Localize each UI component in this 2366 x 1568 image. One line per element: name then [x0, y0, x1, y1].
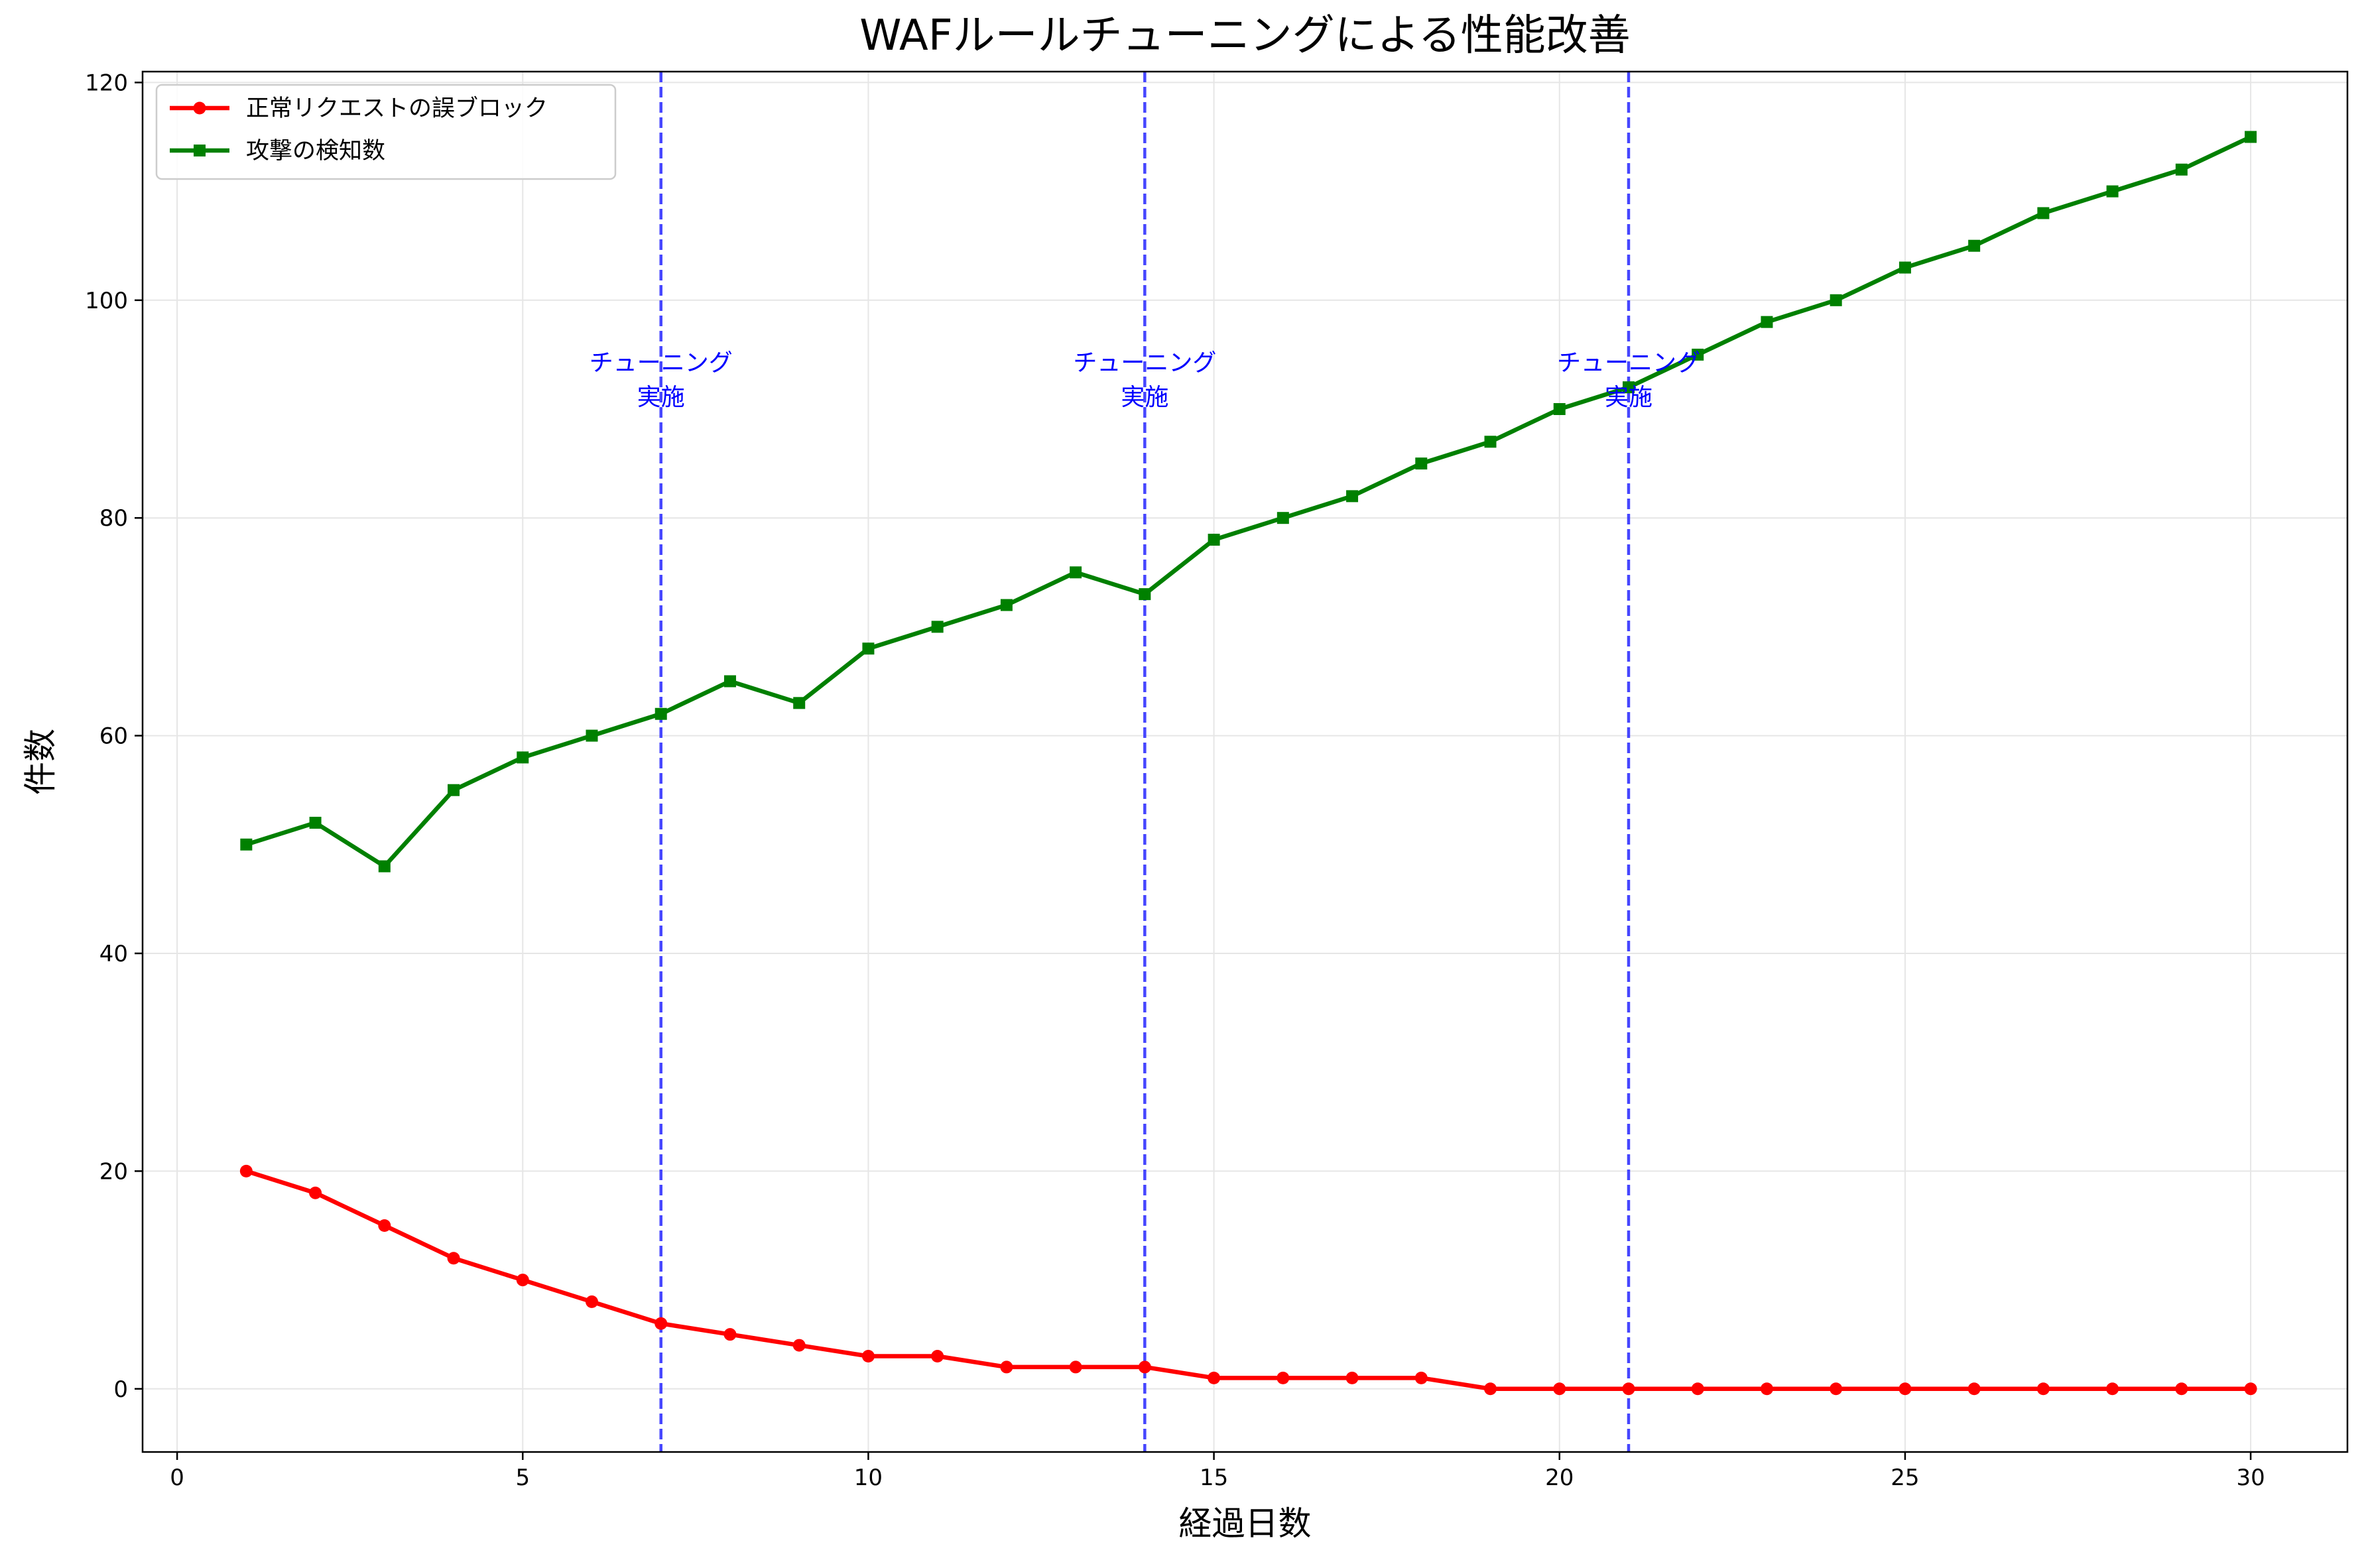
data-point-square [1692, 348, 1704, 361]
tuning-label-line1: チューニング [590, 349, 733, 377]
data-point-circle [586, 1295, 599, 1308]
x-tick-label: 0 [170, 1465, 184, 1491]
data-point-square [309, 816, 322, 829]
data-point-square [1622, 381, 1635, 394]
data-point-square [1830, 294, 1842, 306]
data-point-circle [516, 1274, 529, 1287]
y-tick-label: 0 [113, 1376, 128, 1403]
tuning-label-line2: 実施 [637, 384, 685, 411]
data-point-circle [1208, 1371, 1221, 1384]
y-tick-label: 40 [99, 941, 128, 967]
data-point-circle [792, 1339, 806, 1352]
data-point-circle [378, 1219, 391, 1232]
data-point-square [1899, 261, 1911, 274]
grid [143, 72, 2347, 1452]
legend-marker-square [194, 145, 206, 156]
data-point-square [1553, 403, 1566, 416]
plot-frame [141, 70, 2349, 1453]
series [239, 131, 2257, 1396]
data-point-circle [1691, 1382, 1704, 1396]
axes: 0 5 10 15 20 25 30 0 20 40 60 80 100 120 [85, 70, 2265, 1491]
data-point-square [1276, 512, 1289, 524]
data-point-square [723, 675, 736, 688]
data-point-circle [1553, 1382, 1566, 1396]
x-tick-label: 20 [1545, 1465, 1574, 1491]
legend-marker-circle [193, 101, 206, 115]
data-point-square [862, 642, 875, 655]
data-point-circle [1000, 1360, 1013, 1374]
data-point-square [1484, 436, 1497, 448]
data-point-square [1208, 534, 1220, 546]
x-tick-label: 10 [854, 1465, 883, 1491]
data-point-circle [1414, 1371, 1428, 1384]
data-point-circle [1484, 1382, 1497, 1396]
data-point-circle [1069, 1360, 1082, 1374]
data-point-circle [309, 1186, 322, 1199]
data-point-circle [2106, 1382, 2119, 1396]
legend-label: 攻撃の検知数 [246, 138, 385, 164]
x-tick-label: 25 [1891, 1465, 1919, 1491]
data-point-square [448, 784, 460, 796]
data-point-square [240, 838, 253, 851]
data-point-square [2037, 207, 2050, 219]
data-point-square [378, 860, 391, 873]
data-point-circle [1760, 1382, 1773, 1396]
data-point-square [793, 697, 806, 709]
tuning-label-line1: チューニング [1557, 349, 1700, 377]
tuning-lines [659, 72, 1631, 1452]
data-point-square [1968, 239, 1981, 252]
data-point-square [586, 729, 598, 742]
data-point-circle [654, 1317, 668, 1330]
data-point-square [1761, 316, 1773, 328]
data-point-circle [931, 1350, 944, 1363]
data-point-circle [2244, 1382, 2257, 1396]
data-point-square [654, 707, 667, 720]
legend-box [155, 84, 617, 180]
chart-title: WAFルールチューニングによる性能改善 [859, 11, 1630, 60]
data-point-square [2245, 131, 2257, 143]
data-point-square [931, 621, 944, 633]
data-point-square [1000, 599, 1013, 611]
y-axis-title: 件数 [21, 729, 60, 795]
data-point-circle [447, 1252, 460, 1265]
data-point-circle [1622, 1382, 1635, 1396]
data-point-circle [1345, 1371, 1359, 1384]
data-point-circle [2175, 1382, 2188, 1396]
data-point-circle [1967, 1382, 1981, 1396]
series-line-2 [245, 135, 2252, 869]
data-point-square [2175, 163, 2188, 176]
data-point-square [1070, 566, 1082, 579]
data-point-circle [1830, 1382, 1843, 1396]
y-tick-label: 100 [85, 288, 128, 314]
x-axis-title: 経過日数 [1179, 1504, 1312, 1543]
data-point-circle [239, 1164, 253, 1177]
data-point-square [1415, 457, 1428, 470]
data-point-square [2106, 185, 2119, 198]
data-point-circle [1138, 1360, 1151, 1374]
legend-label: 正常リクエストの誤ブロック [246, 95, 548, 122]
y-tick-label: 60 [99, 723, 128, 750]
tuning-label-line1: チューニング [1073, 349, 1216, 377]
data-point-circle [2036, 1382, 2050, 1396]
x-tick-label: 5 [515, 1465, 530, 1491]
y-tick-label: 20 [99, 1158, 128, 1185]
data-point-circle [861, 1350, 875, 1363]
data-point-square [1139, 588, 1151, 601]
series-line-1 [245, 1169, 2251, 1392]
y-tick-label: 120 [85, 70, 128, 96]
data-point-circle [1899, 1382, 1912, 1396]
x-tick-label: 30 [2236, 1465, 2265, 1491]
x-tick-label: 15 [1200, 1465, 1228, 1491]
tuning-label-line2: 実施 [1605, 384, 1652, 411]
data-point-square [517, 751, 529, 764]
data-point-square [1346, 490, 1359, 503]
y-tick-label: 80 [99, 505, 128, 532]
data-point-circle [1276, 1371, 1290, 1384]
data-point-circle [723, 1328, 737, 1341]
tuning-label-line2: 実施 [1121, 384, 1168, 411]
